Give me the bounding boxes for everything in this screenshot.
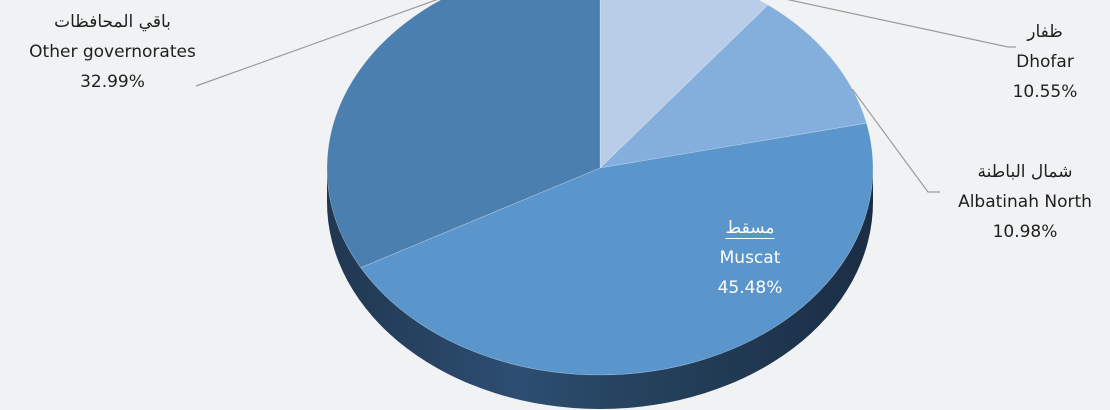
label-muscat-en: Muscat [719, 248, 781, 268]
label-dhofar: ظفار Dhofar 10.55% [990, 17, 1100, 107]
label-other-governorates-value: 32.99% [80, 72, 145, 92]
label-dhofar-value: 10.55% [1012, 82, 1078, 102]
pie-slice-other-governorates [326, 0, 601, 268]
label-other-governorates-ar: باقي المحافظات [54, 12, 171, 32]
label-muscat-value: 45.48% [717, 278, 783, 298]
label-dhofar-ar: ظفار [1027, 22, 1063, 42]
label-albatinah-north-value: 10.98% [992, 222, 1058, 242]
label-muscat: مسقط Muscat 45.48% [690, 213, 810, 303]
leader-line-albatinah-north [851, 88, 940, 193]
label-dhofar-en: Dhofar [1016, 52, 1074, 72]
pie-side-wall [327, 168, 873, 409]
label-other-governorates-en: Other governorates [29, 42, 196, 62]
label-albatinah-north-en: Albatinah North [958, 192, 1092, 212]
label-muscat-ar: مسقط [725, 218, 775, 238]
pie-slice-albatinah-north [599, 4, 867, 169]
pie-slice-muscat [360, 122, 874, 376]
label-albatinah-north: شمال الباطنة Albatinah North 10.98% [935, 157, 1110, 247]
label-other-governorates: باقي المحافظات Other governorates 32.99% [0, 7, 225, 97]
leader-line-other-governorates [195, 0, 438, 87]
label-albatinah-north-ar: شمال الباطنة [977, 162, 1073, 182]
pie-slice-dhofar [599, 0, 769, 169]
leader-line-dhofar [786, 0, 1016, 48]
